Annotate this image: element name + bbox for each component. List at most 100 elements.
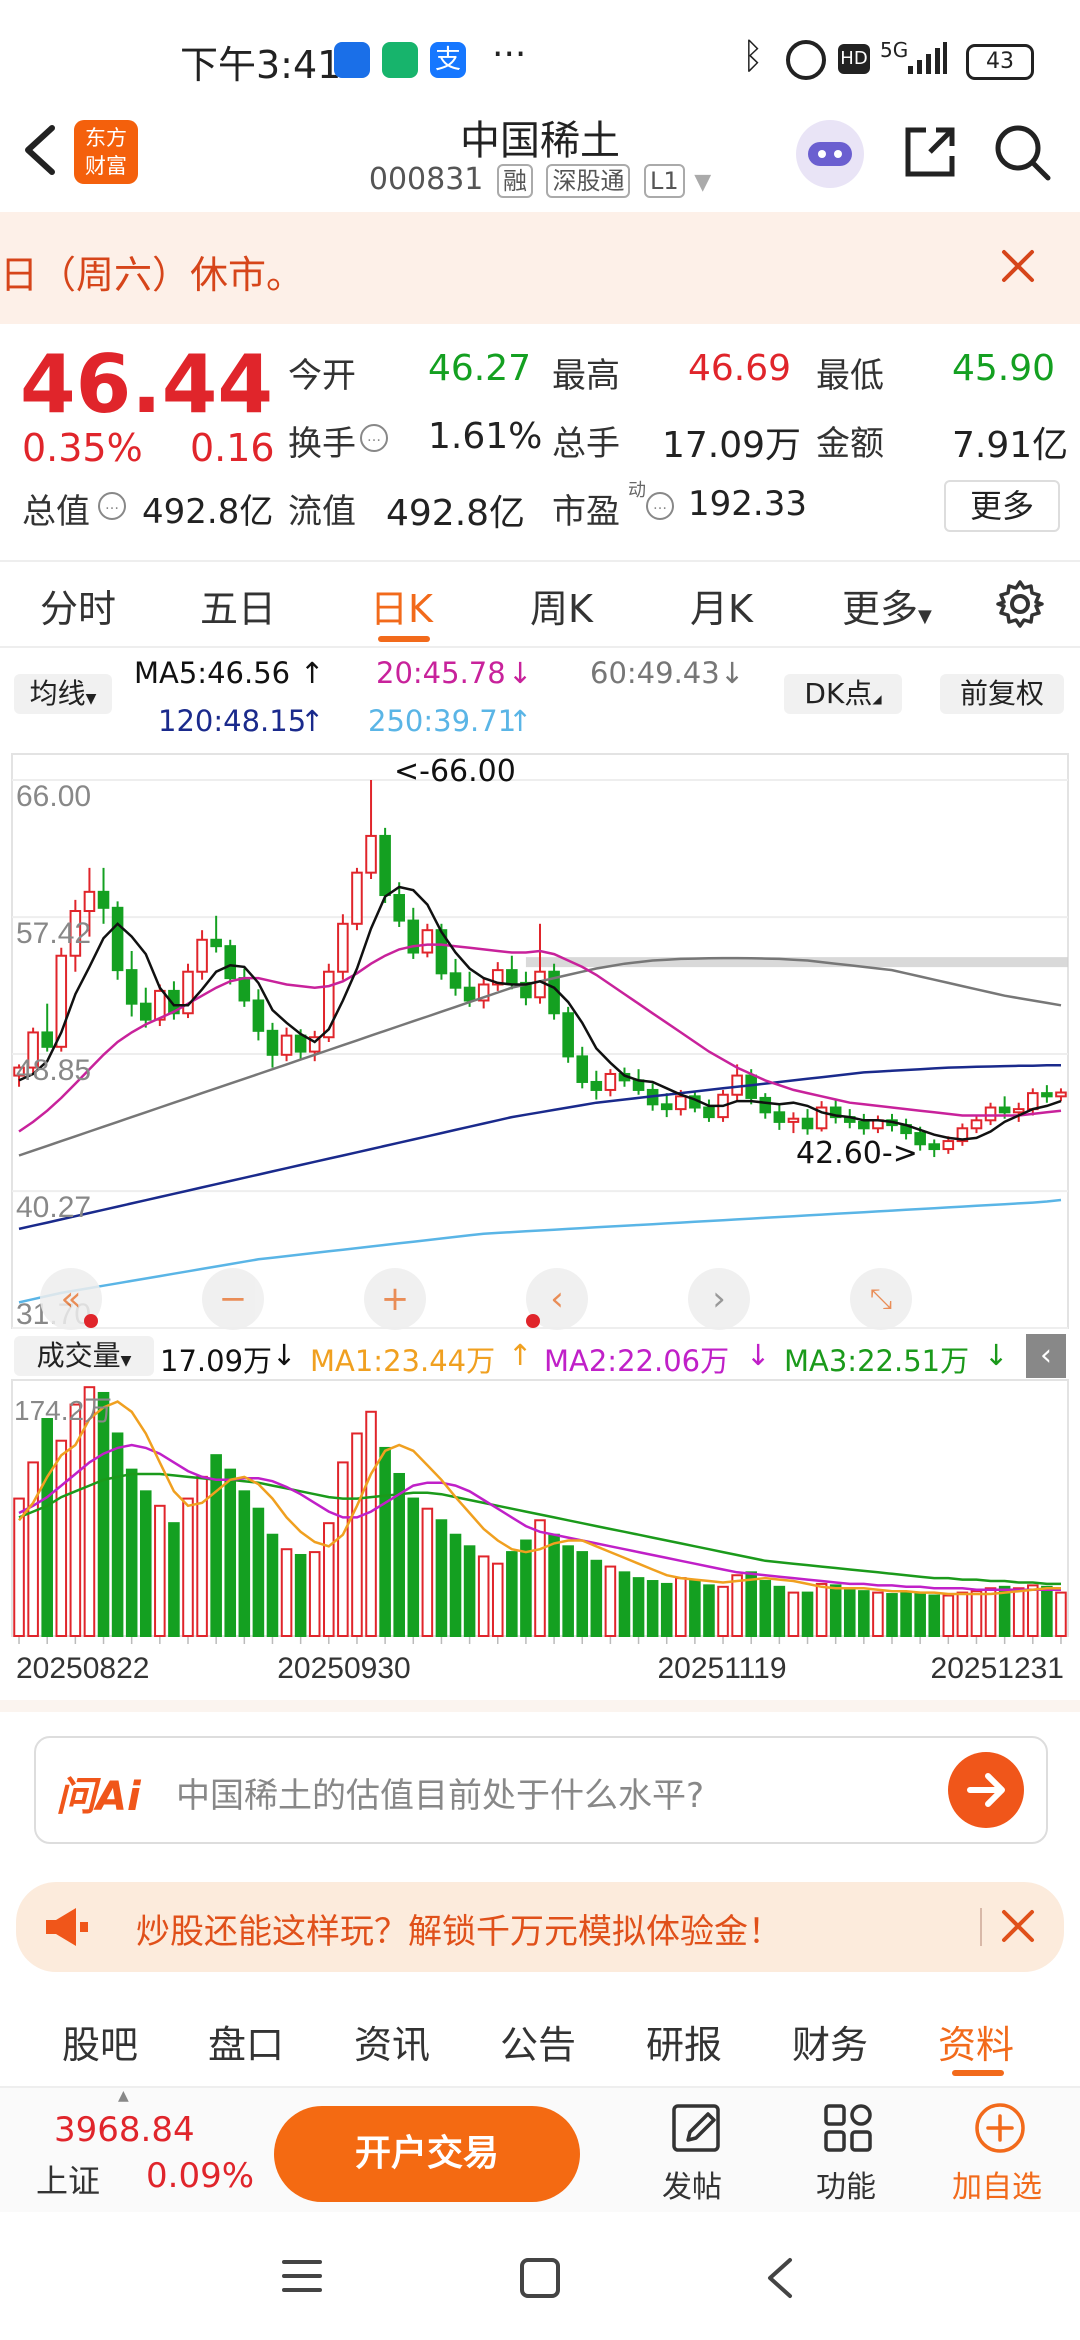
back-chevron-icon[interactable] bbox=[760, 2254, 800, 2306]
tab-intraday[interactable]: 分时 bbox=[40, 587, 117, 631]
more-button[interactable]: 更多 bbox=[944, 480, 1060, 532]
candle-down bbox=[407, 919, 420, 954]
chevron-right-icon[interactable]: › bbox=[688, 1268, 750, 1330]
ma250-line bbox=[18, 1198, 1062, 1304]
volume-bar-up bbox=[970, 1590, 983, 1638]
tab-research[interactable]: 研报 bbox=[646, 2023, 723, 2067]
stock-subtitle[interactable]: 000831 融 深股通 L1 ▼ bbox=[0, 162, 1080, 198]
candle-down bbox=[914, 1132, 926, 1146]
bottom-tabs: 股吧 盘口 资讯 公告 研报 财务 资料 bbox=[0, 1990, 1080, 2082]
triangle-down-icon: ▼ bbox=[918, 606, 932, 627]
label-market-cap: 总值 bbox=[22, 492, 90, 532]
app-logo[interactable]: 东方 财富 bbox=[74, 120, 138, 184]
volume-bar-up bbox=[675, 1577, 687, 1638]
tab-news[interactable]: 资讯 bbox=[354, 2023, 431, 2067]
volume-bar-down bbox=[646, 1580, 659, 1637]
status-bar: 下午3:41 支 ··· ᛒ HD 5G 43 bbox=[0, 0, 1080, 110]
ma120-arrow: ↑ bbox=[300, 704, 325, 738]
tab-announcements[interactable]: 公告 bbox=[500, 2023, 577, 2067]
triangle-down-icon[interactable]: ▼ bbox=[694, 170, 712, 195]
vol-ma1-arrow: ↑ bbox=[508, 1338, 533, 1372]
volume-bar-up bbox=[604, 1565, 617, 1638]
info-icon[interactable]: … bbox=[646, 492, 674, 520]
volume-bar-down bbox=[139, 1490, 152, 1638]
network-label: 5G bbox=[880, 38, 909, 62]
candle-down bbox=[139, 1002, 152, 1021]
ai-placeholder[interactable]: 中国稀土的估值目前处于什么水平? bbox=[176, 1776, 705, 1816]
ma60-arrow: ↓ bbox=[720, 656, 745, 690]
ma120-label: 120:48.15 bbox=[158, 704, 307, 738]
index-name: 上证 bbox=[36, 2162, 101, 2200]
value-volume: 17.09万 bbox=[662, 425, 802, 466]
dk-button[interactable]: DK点◢ bbox=[784, 674, 902, 714]
tab-forum[interactable]: 股吧 bbox=[62, 2023, 139, 2067]
search-icon[interactable] bbox=[992, 122, 1052, 186]
marker-dot bbox=[526, 1314, 540, 1328]
volume-svg[interactable]: 174.2万 20250822 20250930 20251119 20251231 bbox=[0, 1379, 1080, 1685]
close-icon[interactable] bbox=[1000, 1908, 1036, 1948]
volume-bar-down bbox=[393, 1472, 405, 1637]
triangle-corner-icon: ◢ bbox=[872, 692, 882, 706]
volume-bar-up bbox=[872, 1591, 884, 1637]
tab-profile[interactable]: 资料 bbox=[938, 2023, 1015, 2067]
back-icon[interactable] bbox=[18, 120, 62, 184]
index-value[interactable]: 3968.84 bbox=[54, 2110, 195, 2150]
volume-bar-down bbox=[576, 1551, 589, 1637]
tab-active-indicator bbox=[952, 2070, 1004, 2076]
tab-weekly-k[interactable]: 周K bbox=[530, 587, 593, 631]
close-icon[interactable] bbox=[1000, 248, 1036, 288]
menu-icon[interactable] bbox=[280, 2256, 324, 2300]
edit-icon[interactable] bbox=[668, 2100, 724, 2160]
promo-text: 炒股还能这样玩？解锁千万元模拟体验金！ bbox=[136, 1912, 782, 1952]
fq-button[interactable]: 前复权 bbox=[940, 674, 1064, 714]
stock-code: 000831 bbox=[368, 162, 484, 197]
robot-avatar[interactable] bbox=[796, 120, 864, 188]
collapse-panel-icon[interactable]: ‹ bbox=[1026, 1334, 1066, 1378]
candle-down bbox=[506, 969, 518, 984]
candle-up bbox=[1055, 1091, 1067, 1098]
plus-icon[interactable]: + bbox=[364, 1268, 426, 1330]
volume-bar-up bbox=[323, 1522, 335, 1638]
ma-selector-label: 均线 bbox=[29, 677, 86, 710]
tab-daily-k[interactable]: 日K bbox=[370, 587, 433, 631]
add-watchlist-label[interactable]: 加自选 bbox=[952, 2170, 1042, 2205]
ai-question-box[interactable]: 问Ai 中国稀土的估值目前处于什么水平? bbox=[34, 1736, 1048, 1844]
value-low: 45.90 bbox=[952, 348, 1056, 389]
date-axis-label: 20250930 bbox=[277, 1652, 410, 1685]
promo-banner[interactable]: 炒股还能这样玩？解锁千万元模拟体验金！ bbox=[16, 1882, 1064, 1972]
tab-monthly-k[interactable]: 月K bbox=[690, 587, 753, 631]
plus-circle-icon[interactable] bbox=[972, 2100, 1028, 2160]
func-label[interactable]: 功能 bbox=[816, 2170, 876, 2205]
trade-button[interactable]: 开户交易 bbox=[274, 2106, 580, 2202]
minus-icon[interactable]: − bbox=[202, 1268, 264, 1330]
candle-down bbox=[379, 834, 391, 897]
tab-finance[interactable]: 财务 bbox=[792, 2023, 869, 2067]
info-icon[interactable]: … bbox=[98, 492, 126, 520]
grid-icon[interactable] bbox=[820, 2100, 876, 2160]
gear-icon[interactable] bbox=[994, 578, 1046, 634]
ma-selector[interactable]: 均线▼ bbox=[14, 674, 112, 714]
info-icon[interactable]: … bbox=[360, 424, 388, 452]
date-axis-label: 20251231 bbox=[931, 1652, 1064, 1685]
notice-text: 日（周六）休市。 bbox=[0, 253, 305, 297]
expand-icon[interactable]: ⤡ bbox=[850, 1268, 912, 1330]
volume-bar-up bbox=[984, 1587, 997, 1637]
tab-more[interactable]: 更多▼ bbox=[842, 578, 932, 633]
double-chevron-left-icon[interactable]: « bbox=[40, 1268, 102, 1330]
label-float-cap: 流值 bbox=[288, 492, 356, 532]
ma250-arrow: ↑ bbox=[508, 704, 533, 738]
volume-bar-down bbox=[618, 1571, 631, 1638]
volume-selector[interactable]: 成交量▼ bbox=[14, 1336, 154, 1376]
volume-bar-up bbox=[815, 1582, 828, 1638]
volume-bar-down bbox=[703, 1584, 715, 1638]
tab-orderbook[interactable]: 盘口 bbox=[208, 2023, 285, 2067]
tab-five-day[interactable]: 五日 bbox=[200, 587, 277, 631]
share-icon[interactable] bbox=[900, 122, 960, 186]
footer-toolbar: ▲ 3968.84 上证 0.09% 开户交易 发帖 功能 加自选 bbox=[0, 2086, 1080, 2214]
arrow-right-icon[interactable] bbox=[948, 1752, 1024, 1828]
volume-chart[interactable]: 174.2万 20250822 20250930 20251119 20251231 bbox=[0, 1379, 1080, 1685]
post-label[interactable]: 发帖 bbox=[662, 2170, 722, 2205]
home-square-icon[interactable] bbox=[518, 2256, 562, 2304]
